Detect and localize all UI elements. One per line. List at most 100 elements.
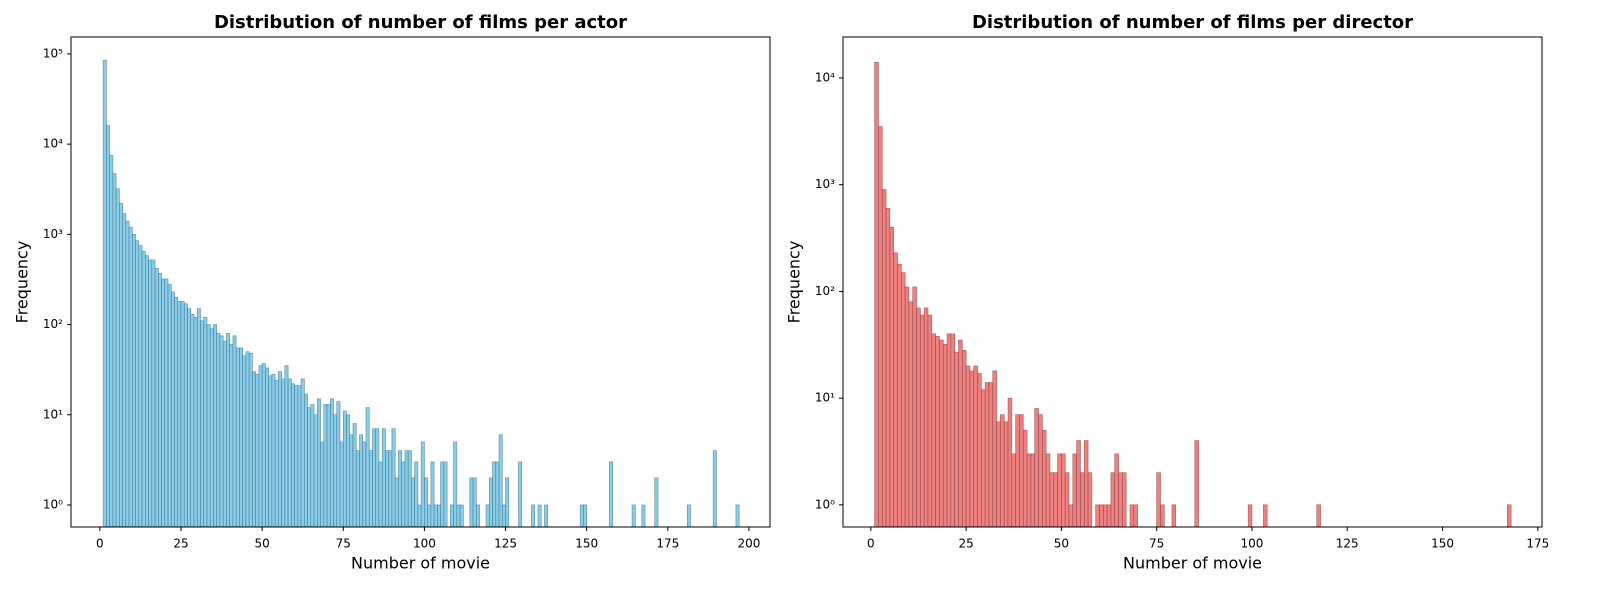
bar	[119, 203, 123, 528]
bar	[115, 188, 120, 528]
bar	[686, 504, 691, 528]
bar	[1106, 504, 1112, 528]
bar	[958, 339, 963, 528]
bar	[196, 308, 201, 528]
bar	[141, 250, 146, 528]
bar	[125, 220, 130, 528]
bar	[174, 297, 179, 528]
bar	[1087, 472, 1093, 528]
bar	[1133, 504, 1138, 528]
bar	[712, 450, 717, 528]
bar	[193, 317, 198, 528]
bar	[942, 343, 948, 528]
bar	[501, 504, 506, 528]
bar	[420, 441, 425, 528]
bar	[939, 339, 944, 528]
bar	[313, 414, 318, 528]
bar	[297, 385, 302, 528]
y-tick-label: 10¹	[815, 391, 835, 405]
bar	[183, 303, 188, 528]
bar	[362, 441, 367, 528]
bar	[1049, 472, 1055, 528]
x-tick-label: 200	[737, 537, 760, 551]
bar	[339, 441, 344, 528]
bar	[258, 365, 263, 528]
y-tick-label: 10⁴	[815, 70, 835, 84]
bar	[200, 320, 205, 528]
bar	[1057, 453, 1062, 528]
x-tick-label: 25	[173, 537, 188, 551]
bar	[177, 301, 182, 528]
x-tick-label: 175	[656, 537, 679, 551]
bar	[404, 450, 409, 528]
bar	[472, 477, 477, 528]
x-tick-label: 50	[254, 537, 269, 551]
bar	[498, 434, 503, 528]
x-tick-label: 0	[96, 537, 104, 551]
bar	[307, 407, 312, 528]
bar	[485, 504, 490, 528]
bar	[349, 434, 354, 528]
bar	[112, 173, 117, 528]
bar	[271, 374, 276, 528]
bar	[469, 477, 474, 528]
bar	[1118, 472, 1123, 528]
bar	[609, 461, 613, 528]
bar	[235, 347, 240, 528]
bar	[931, 333, 936, 528]
bar	[920, 314, 925, 528]
bar	[398, 450, 402, 528]
bar	[1019, 414, 1024, 528]
bar	[401, 461, 406, 528]
y-tick-label: 10²	[815, 284, 835, 298]
x-tick-label: 25	[958, 537, 973, 551]
bar	[641, 504, 646, 528]
bar	[916, 307, 921, 528]
bar	[912, 286, 917, 528]
bar	[459, 504, 464, 528]
bar	[138, 245, 143, 528]
bar	[323, 404, 328, 528]
bar	[1045, 453, 1051, 528]
bar	[969, 370, 975, 528]
bar	[151, 259, 156, 528]
bar	[164, 278, 169, 528]
bar	[265, 367, 269, 528]
bar	[239, 347, 243, 528]
bar	[935, 335, 940, 528]
bar	[342, 410, 347, 528]
bar	[1000, 414, 1005, 528]
bar	[355, 450, 360, 528]
bar	[242, 355, 247, 528]
bar	[352, 423, 357, 528]
bar	[232, 335, 237, 528]
bar	[157, 272, 162, 528]
bar	[109, 155, 114, 528]
bar	[654, 477, 659, 528]
axes-frame	[70, 36, 771, 528]
bar	[1083, 440, 1089, 528]
chart-title: Distribution of number of films per dire…	[972, 12, 1413, 33]
x-tick-label: 100	[1241, 537, 1264, 551]
bar	[579, 504, 584, 528]
bar	[391, 428, 396, 528]
bar	[453, 441, 458, 528]
bar	[167, 283, 172, 528]
bar	[294, 385, 299, 528]
bar	[1095, 504, 1100, 528]
bar	[102, 59, 107, 528]
bar	[988, 382, 994, 528]
bar	[874, 62, 879, 528]
x-tick-label: 125	[1336, 537, 1359, 551]
bar	[170, 291, 175, 528]
bar	[1038, 414, 1043, 528]
bar	[1022, 429, 1028, 528]
bar	[495, 461, 500, 528]
axes-frame	[842, 36, 1543, 528]
bar	[287, 378, 292, 528]
bar	[417, 504, 422, 528]
bar	[981, 389, 986, 528]
y-axis-label: Frequency	[785, 241, 804, 324]
bar	[1156, 472, 1161, 528]
bar	[1053, 472, 1058, 528]
